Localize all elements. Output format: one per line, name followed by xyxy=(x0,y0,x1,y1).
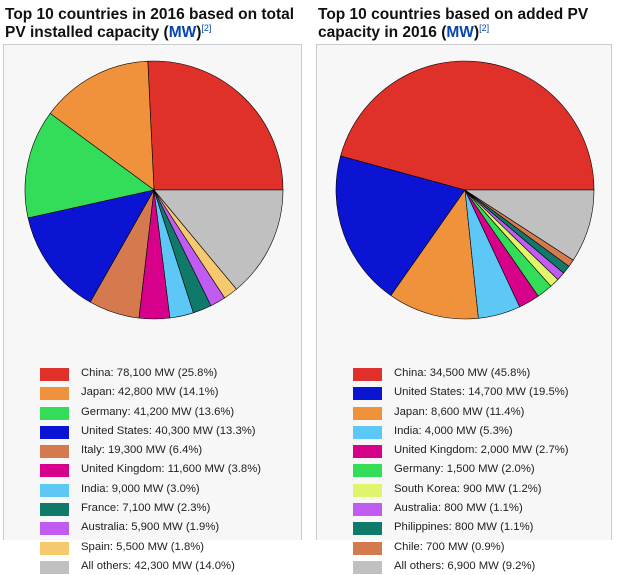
legend-swatch xyxy=(353,541,382,555)
pie-slice-china xyxy=(340,60,595,191)
legend-swatch xyxy=(353,425,382,439)
legend-swatch xyxy=(40,483,69,497)
legend-swatch xyxy=(40,522,69,536)
mw-link[interactable]: MW xyxy=(446,24,474,41)
legend-label: Japan: 8,600 MW (11.4%) xyxy=(394,405,525,418)
legend-label: All others: 6,900 MW (9.2%) xyxy=(394,559,536,572)
legend-label: Philippines: 800 MW (1.1%) xyxy=(394,521,534,534)
legend-swatch xyxy=(353,445,382,459)
legend-label: Australia: 5,900 MW (1.9%) xyxy=(81,521,220,534)
legend-swatch xyxy=(40,387,69,401)
chart-title-text: Top 10 countries in 2016 based on total … xyxy=(5,6,295,41)
legend-swatch xyxy=(40,368,69,381)
legend-swatch xyxy=(353,406,382,420)
pie-slice-all-others xyxy=(463,189,595,261)
legend-swatch xyxy=(40,541,69,555)
legend-label: South Korea: 900 MW (1.2%) xyxy=(394,482,542,495)
legend-label: India: 9,000 MW (3.0%) xyxy=(81,482,200,495)
legend-swatch xyxy=(353,560,382,574)
pie-slice-china xyxy=(147,60,284,191)
legend-label: Germany: 41,200 MW (13.6%) xyxy=(81,405,235,418)
legend-swatch xyxy=(40,406,69,420)
legend-swatch xyxy=(40,445,69,459)
legend-label: China: 34,500 MW (45.8%) xyxy=(394,367,531,379)
pie-slice-united-states xyxy=(335,155,466,296)
legend-label: Chile: 700 MW (0.9%) xyxy=(394,540,505,553)
chart-panel-total: Top 10 countries in 2016 based on total … xyxy=(0,0,305,574)
chart-panel-added: Top 10 countries based on added PV capac… xyxy=(313,0,617,574)
legend-label: United Kingdom: 2,000 MW (2.7%) xyxy=(394,444,569,457)
pie-chart-added xyxy=(335,60,595,320)
reference-link[interactable]: [2] xyxy=(201,22,212,33)
legend-label: Spain: 5,500 MW (1.8%) xyxy=(81,540,205,553)
pie-slice-united-states xyxy=(27,189,155,303)
chart-title-added: Top 10 countries based on added PV capac… xyxy=(318,6,589,41)
legend-label: All others: 42,300 MW (14.0%) xyxy=(81,559,235,572)
chart-box: China: 78,100 MW (25.8%) Japan: 42,800 MW… xyxy=(3,44,302,574)
legend-swatch xyxy=(353,464,382,478)
pie-slice-japan xyxy=(49,60,155,191)
legend-label: Italy: 19,300 MW (6.4%) xyxy=(81,444,203,457)
legend-swatch xyxy=(40,560,69,574)
pie-slice-germany xyxy=(24,113,155,219)
chart-title-text: Top 10 countries based on added PV capac… xyxy=(318,6,589,41)
pie-slice-japan xyxy=(390,189,479,320)
legend-label: United States: 40,300 MW (13.3%) xyxy=(81,424,256,437)
legend-label: Australia: 800 MW (1.1%) xyxy=(394,502,523,515)
legend-swatch xyxy=(353,368,382,381)
reference-link[interactable]: [2] xyxy=(479,22,490,33)
chart-box: China: 34,500 MW (45.8%) United States: 1… xyxy=(316,44,612,574)
legend-swatch xyxy=(40,464,69,478)
legend-swatch xyxy=(40,503,69,517)
legend-swatch xyxy=(353,503,382,517)
legend-label: Japan: 42,800 MW (14.1%) xyxy=(81,386,219,399)
legend-label: United States: 14,700 MW (19.5%) xyxy=(394,386,569,399)
pie-chart-total xyxy=(24,60,284,320)
legend-swatch xyxy=(353,522,382,536)
legend-swatch xyxy=(353,483,382,497)
legend-label: China: 78,100 MW (25.8%) xyxy=(81,367,218,379)
legend-label: India: 4,000 MW (5.3%) xyxy=(394,424,513,437)
chart-title-total: Top 10 countries in 2016 based on total … xyxy=(5,6,295,41)
legend-label: France: 7,100 MW (2.3%) xyxy=(81,502,211,515)
legend-label: Germany: 1,500 MW (2.0%) xyxy=(394,463,535,476)
legend-swatch xyxy=(40,425,69,439)
legend-label: United Kingdom: 11,600 MW (3.8%) xyxy=(81,463,261,476)
mw-link[interactable]: MW xyxy=(168,24,197,41)
legend-swatch xyxy=(353,387,382,401)
pie-slice-all-others xyxy=(153,189,284,290)
